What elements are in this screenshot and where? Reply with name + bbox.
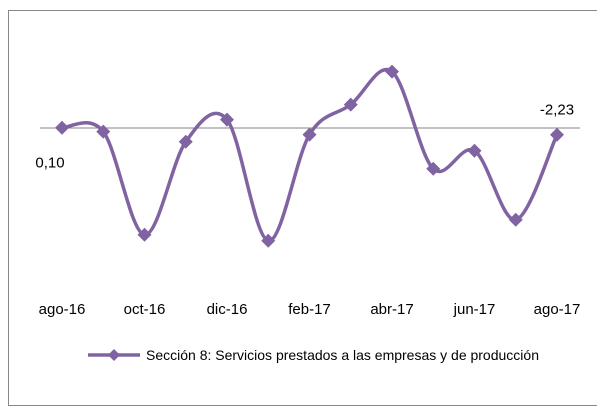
legend-label: Sección 8: Servicios prestados a las emp… <box>146 347 539 363</box>
data-point <box>220 112 234 127</box>
data-point <box>55 120 69 135</box>
x-tick-label: oct-16 <box>124 301 166 318</box>
x-tick-label: ago-16 <box>39 301 86 318</box>
series-line <box>61 67 559 243</box>
legend-marker <box>108 349 120 361</box>
data-label: 0,10 <box>35 155 64 172</box>
data-point <box>385 64 399 79</box>
data-point <box>550 127 564 142</box>
x-tick-label: jun-17 <box>453 301 496 318</box>
data-point <box>137 227 152 242</box>
data-point <box>302 127 317 142</box>
x-tick-label: feb-17 <box>288 301 331 318</box>
data-point <box>178 134 193 149</box>
data-point <box>96 124 111 139</box>
data-point <box>426 161 441 176</box>
data-point <box>508 212 523 227</box>
x-tick-label: ago-17 <box>534 301 581 318</box>
data-point <box>343 97 358 112</box>
x-tick-label: abr-17 <box>370 301 413 318</box>
data-point <box>467 143 482 158</box>
data-point <box>261 233 276 248</box>
x-tick-label: dic-16 <box>207 301 248 318</box>
chart-frame <box>8 10 597 406</box>
data-label: -2,23 <box>540 102 574 119</box>
